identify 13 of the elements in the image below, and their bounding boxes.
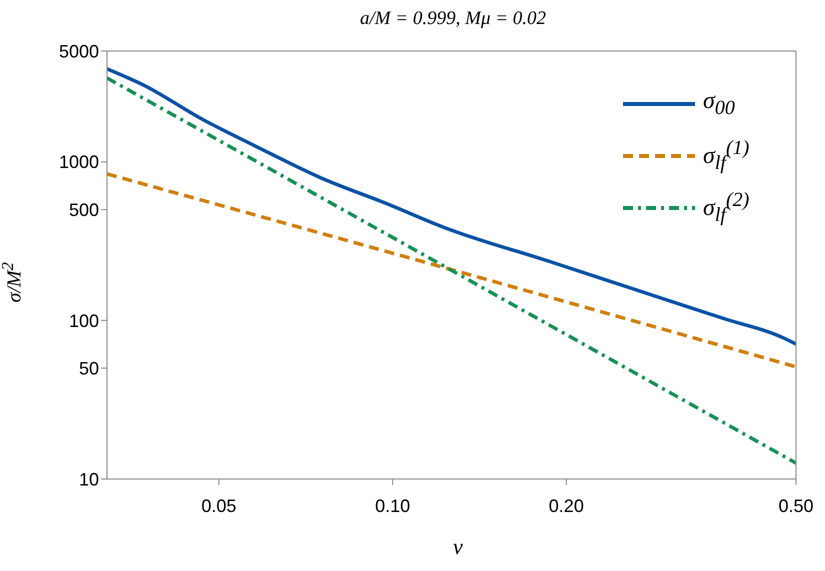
y-tick-label: 1000 <box>58 152 99 172</box>
x-tick-label: 0.20 <box>548 496 584 516</box>
x-tick-label: 0.50 <box>778 496 814 516</box>
x-axis-title: v <box>453 534 463 560</box>
y-tick-label: 100 <box>68 310 99 331</box>
y-tick-label: 10 <box>78 469 99 490</box>
x-tick-label: 0.05 <box>201 496 236 516</box>
y-tick-label: 500 <box>68 200 99 220</box>
chart-title: a/M = 0.999, Mμ = 0.02 <box>358 8 548 30</box>
legend-label: σ$_{00}$ <box>703 88 735 120</box>
x-tick-label: 0.10 <box>375 496 410 516</box>
y-tick-label: 50 <box>78 358 99 379</box>
y-tick-label: 5000 <box>58 41 99 62</box>
